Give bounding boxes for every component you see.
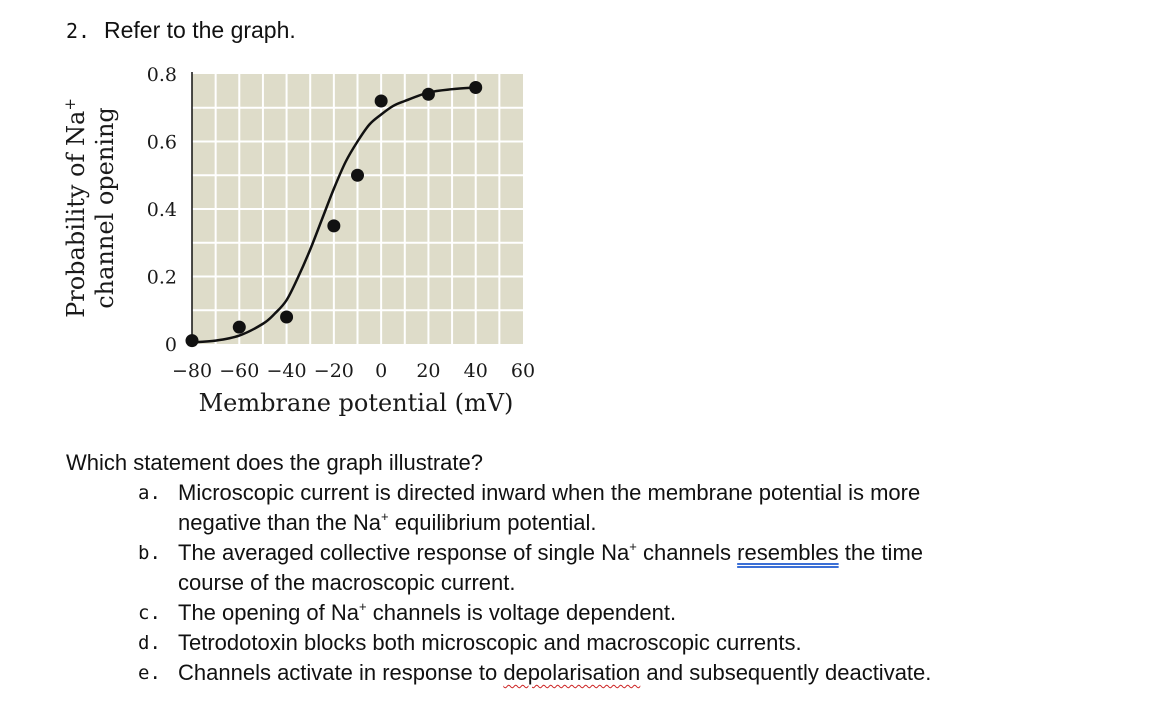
fit-curve [191,86,476,344]
option-e[interactable]: e. Channels activate in response to depo… [138,658,1038,688]
superscript-plus: + [381,509,389,524]
option-b-line2: course of the macroscopic current. [178,570,516,595]
data-point [421,87,435,101]
probability-chart: 0 0.2 0.4 0.6 0.8 −80 −60 −40 −20 0 20 40 60 Membra… [61,64,535,417]
y-tick-label: 0.6 [147,132,177,154]
y-tick-label: 0.8 [147,64,177,86]
x-tick-label: 0 [375,360,387,382]
question-text: Which statement does the graph illustrat… [66,450,484,475]
option-letter: b. [138,542,161,564]
option-letter: d. [138,632,161,654]
option-a[interactable]: a. Microscopic current is directed inwar… [138,478,1038,538]
superscript-plus: + [629,539,637,554]
option-b[interactable]: b. The averaged collective response of s… [138,538,1038,598]
y-tick-label: 0.4 [147,199,177,221]
superscript-plus: + [359,599,367,614]
option-letter: a. [138,482,161,504]
question-number: 2. [66,19,91,43]
data-point [232,320,246,334]
option-e-start: Channels activate in response to [178,660,504,685]
x-axis-label: Membrane potential (mV) [199,389,514,417]
option-d[interactable]: d. Tetrodotoxin blocks both microscopic … [138,628,1038,658]
option-c-start: The opening of Na [178,600,360,625]
option-c-end: channels is voltage dependent. [366,600,677,625]
x-tick-label: 40 [464,360,488,382]
option-e-end: and subsequently deactivate. [640,660,932,685]
grid-lines [192,74,523,344]
y-axis-label-line1: Probability of Na+ [61,98,90,318]
x-tick-label: −80 [172,360,212,382]
option-b-line1-mid: channels [636,540,738,565]
data-point [469,81,483,94]
option-d-text: Tetrodotoxin blocks both microscopic and… [178,630,802,655]
y-tick-labels: 0 0.2 0.4 0.6 0.8 [147,64,177,356]
option-a-line2-start: negative than the Na [178,510,382,535]
data-point [374,94,388,108]
x-tick-labels: −80 −60 −40 −20 0 20 40 60 [172,360,535,382]
x-tick-label: 60 [511,360,535,382]
y-tick-label: 0.2 [147,267,177,289]
data-point [185,334,199,348]
x-tick-label: 20 [416,360,440,382]
x-tick-label: −60 [219,360,259,382]
option-b-line1-end: the time [838,540,924,565]
option-letter: e. [138,662,161,684]
option-b-line1-start: The averaged collective response of sing… [178,540,630,565]
y-tick-label: 0 [165,334,177,356]
data-point [327,219,341,233]
option-c[interactable]: c. The opening of Na+ channels is voltag… [138,598,1038,628]
data-point [280,310,294,324]
data-point [351,168,364,182]
x-tick-label: −20 [314,360,354,382]
option-a-line2-end: equilibrium potential. [388,510,597,535]
grammar-underlined-word[interactable]: resembles [737,540,839,565]
option-a-line1: Microscopic current is directed inward w… [178,480,921,505]
option-letter: c. [138,602,161,624]
x-tick-label: −40 [267,360,307,382]
data-points [185,81,483,348]
question-instruction: Refer to the graph. [104,17,296,43]
spellcheck-underlined-word[interactable]: depolarisation [503,660,641,685]
question-header: 2. Refer to the graph. [66,14,296,47]
y-axis-label: Probability of Na+ channel opening [61,98,119,318]
y-axis-label-line2: channel opening [91,107,119,309]
answer-options: a. Microscopic current is directed inwar… [138,478,1038,688]
